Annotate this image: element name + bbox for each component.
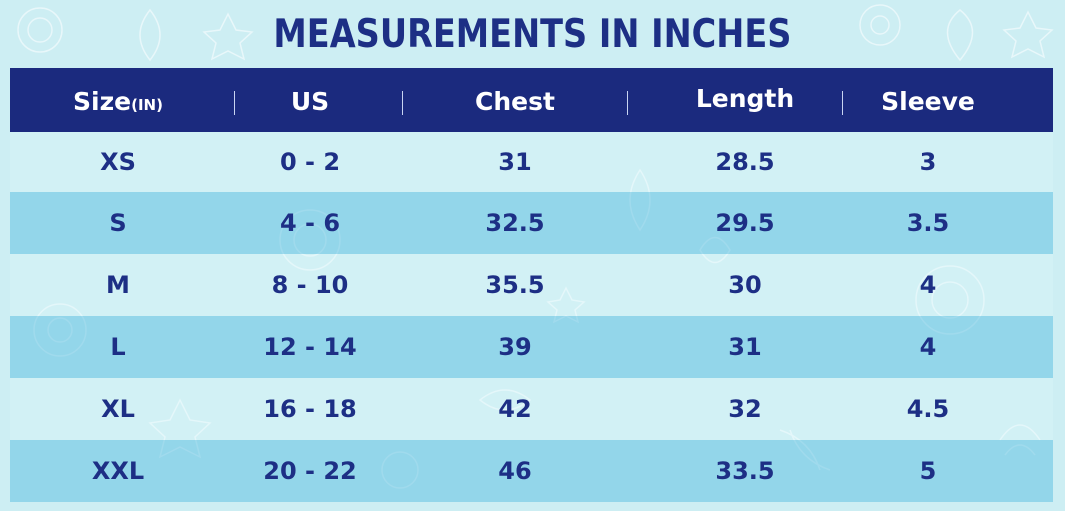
- header-size: Size(IN): [38, 68, 198, 132]
- header-length: Length: [695, 84, 795, 113]
- header-chest: Chest: [475, 87, 555, 116]
- table-row: M 8 - 10 35.5 30 4: [10, 254, 1053, 316]
- cell-sleeve: 5: [919, 457, 937, 485]
- cell-size: S: [109, 209, 127, 237]
- cell-chest: 35.5: [485, 271, 545, 299]
- cell-chest: 46: [498, 457, 532, 485]
- table-row: L 12 - 14 39 31 4: [10, 316, 1053, 378]
- cell-sleeve: 4.5: [906, 395, 950, 423]
- size-chart-table: Size(IN) US Chest Length Sleeve XS 0 - 2…: [10, 68, 1053, 502]
- cell-chest: 31: [498, 148, 532, 176]
- table-row: XS 0 - 2 31 28.5 3: [10, 132, 1053, 192]
- table-row: S 4 - 6 32.5 29.5 3.5: [10, 192, 1053, 254]
- header-divider: [842, 91, 843, 115]
- cell-length: 31: [728, 333, 762, 361]
- cell-size: XS: [100, 148, 136, 176]
- header-us: US: [290, 87, 330, 116]
- cell-length: 30: [728, 271, 762, 299]
- header-sleeve: Sleeve: [881, 87, 975, 116]
- cell-size: XXL: [91, 457, 145, 485]
- cell-size: XL: [101, 395, 135, 423]
- cell-us: 12 - 14: [263, 333, 357, 361]
- header-divider: [402, 91, 403, 115]
- cell-chest: 39: [498, 333, 532, 361]
- cell-us: 4 - 6: [279, 209, 341, 237]
- cell-us: 20 - 22: [263, 457, 357, 485]
- page-title: MEASUREMENTS IN INCHES: [273, 12, 792, 57]
- cell-size: L: [110, 333, 126, 361]
- cell-us: 16 - 18: [263, 395, 357, 423]
- cell-sleeve: 3: [919, 148, 937, 176]
- cell-chest: 32.5: [485, 209, 545, 237]
- cell-length: 28.5: [715, 148, 775, 176]
- table-row: XL 16 - 18 42 32 4.5: [10, 378, 1053, 440]
- cell-size: M: [106, 271, 130, 299]
- cell-length: 33.5: [715, 457, 775, 485]
- table-header-row: Size(IN) US Chest Length Sleeve: [10, 68, 1053, 132]
- cell-sleeve: 4: [919, 333, 937, 361]
- header-size-unit: (IN): [131, 96, 163, 114]
- cell-us: 0 - 2: [279, 148, 341, 176]
- cell-length: 29.5: [715, 209, 775, 237]
- cell-sleeve: 4: [919, 271, 937, 299]
- cell-us: 8 - 10: [271, 271, 349, 299]
- header-size-label: Size: [73, 87, 132, 116]
- header-divider: [627, 91, 628, 115]
- header-divider: [234, 91, 235, 115]
- table-row: XXL 20 - 22 46 33.5 5: [10, 440, 1053, 502]
- cell-sleeve: 3.5: [906, 209, 950, 237]
- cell-length: 32: [728, 395, 762, 423]
- cell-chest: 42: [498, 395, 532, 423]
